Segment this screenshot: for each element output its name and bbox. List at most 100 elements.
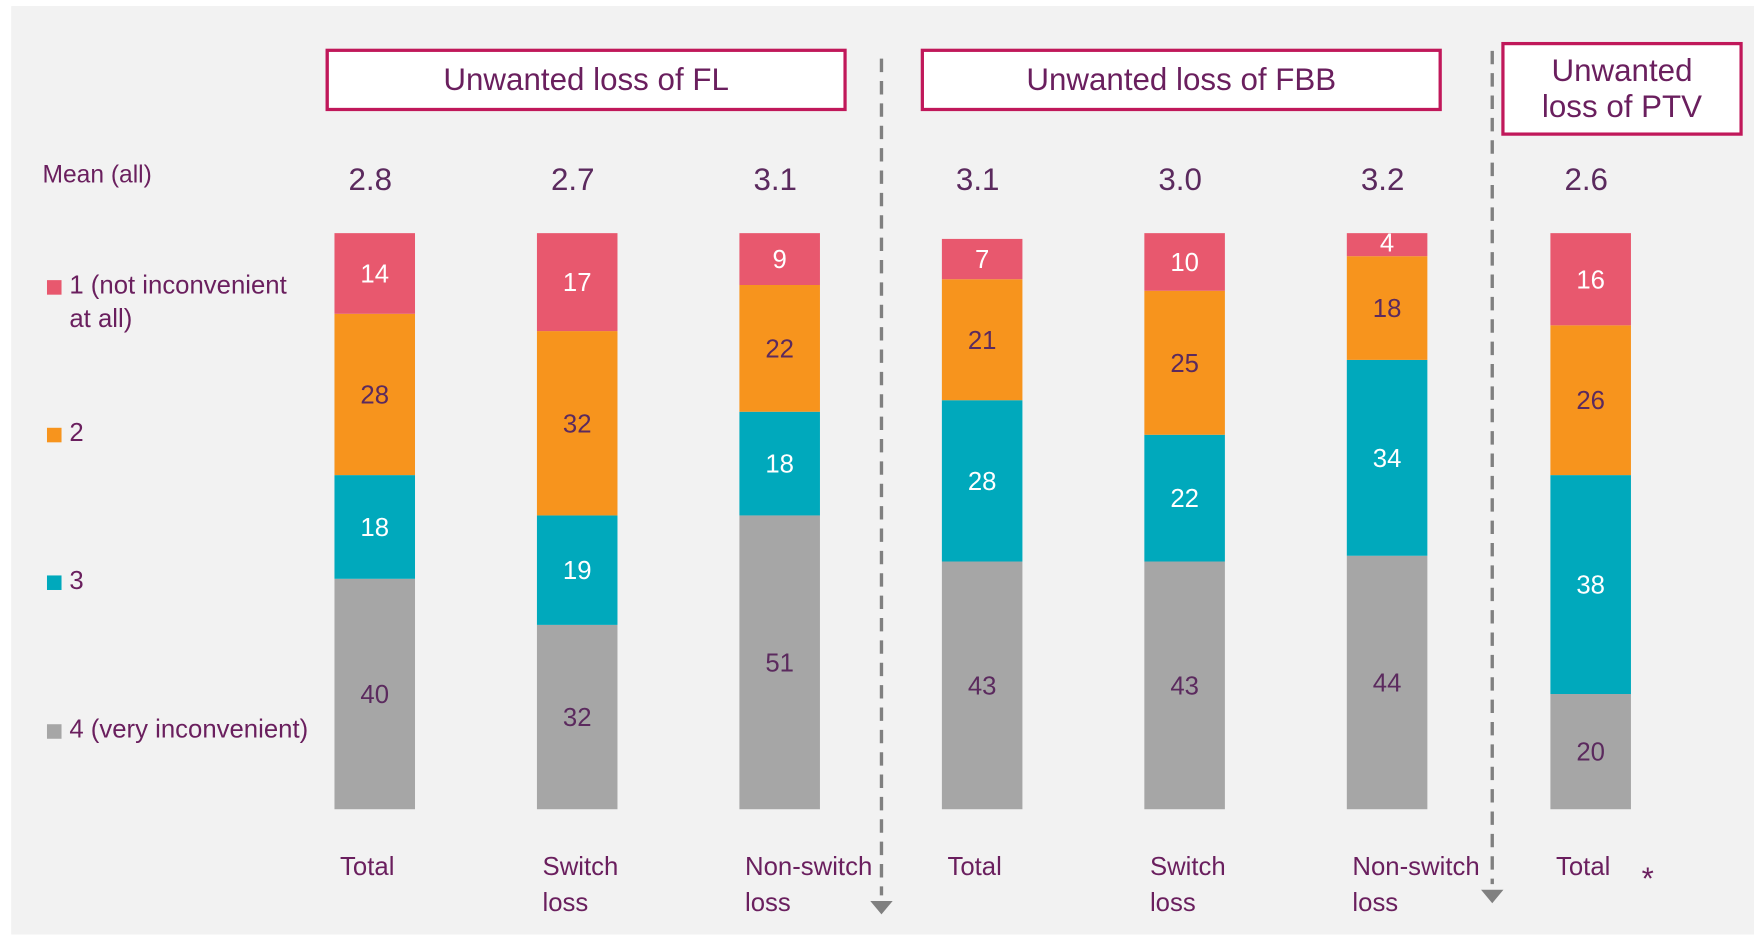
legend-label: 3 <box>69 565 84 595</box>
bar-segment <box>334 578 416 810</box>
bar-segment <box>334 313 416 476</box>
bar-segment <box>739 233 820 285</box>
data-label: 43 <box>1170 672 1199 700</box>
mean-value: 2.8 <box>348 162 392 197</box>
mean-value: 2.7 <box>551 162 595 197</box>
x-tick-label: Non-switch loss <box>1352 851 1480 917</box>
x-tick-label-box: Total <box>1556 851 1611 881</box>
divider-arrow <box>1481 889 1504 904</box>
group-header: Unwanted loss of PTV <box>1501 41 1743 136</box>
mean-value: 3.2 <box>1361 162 1405 197</box>
x-tick-label-box: Switch loss <box>1149 851 1226 917</box>
bar-segment <box>1346 256 1428 360</box>
group-header: Unwanted loss of FBB <box>920 48 1442 112</box>
bar-segment <box>1144 233 1225 291</box>
data-label: 40 <box>360 681 389 709</box>
x-tick-label: Total <box>947 851 1002 881</box>
data-label: 17 <box>563 269 592 297</box>
x-tick-label: Switch loss <box>542 851 619 917</box>
data-label: 4 <box>1380 229 1394 257</box>
bar-segment <box>1550 475 1631 695</box>
legend-swatch <box>46 427 62 443</box>
group-title: Unwanted loss of FL <box>325 48 847 112</box>
data-label: 9 <box>773 246 787 274</box>
data-label: 19 <box>563 557 592 585</box>
x-tick-label-box: Total <box>947 851 1002 881</box>
data-label: 14 <box>360 261 389 289</box>
x-tick-label-box: Non-switch loss <box>745 851 873 917</box>
x-tick-label: Non-switch loss <box>745 851 873 917</box>
legend-label: 1 (not inconvenient at all) <box>69 270 287 333</box>
bar-segment <box>536 331 618 516</box>
data-label: 43 <box>968 672 997 700</box>
bar-segment <box>739 284 820 412</box>
data-label: 44 <box>1373 670 1402 698</box>
bar-segment <box>536 233 618 332</box>
group-title: Unwanted loss of FBB <box>920 48 1442 112</box>
data-label: 28 <box>360 381 389 409</box>
bar-segment <box>1144 561 1225 810</box>
legend-label-box: 1 (not inconvenient at all) <box>69 270 287 333</box>
mean-value: 3.0 <box>1158 162 1202 197</box>
data-label: 28 <box>968 468 997 496</box>
data-label: 22 <box>765 335 794 363</box>
bar-segment <box>941 279 1023 401</box>
x-tick-label-box: Total <box>340 851 395 881</box>
data-label: 7 <box>975 246 989 274</box>
legend-label-box: 4 (very inconvenient) <box>69 714 309 744</box>
mean-value: 3.1 <box>753 162 797 197</box>
data-label: 32 <box>563 410 592 438</box>
data-label: 25 <box>1170 350 1199 378</box>
bar-segment <box>941 400 1023 562</box>
data-label: 22 <box>1170 485 1199 513</box>
data-label: 16 <box>1576 266 1605 294</box>
bar-segment <box>334 233 416 314</box>
note: * <box>1642 861 1654 896</box>
x-tick-label-box: Switch loss <box>542 851 619 917</box>
legend-label-box: 3 <box>69 565 84 595</box>
bar-segment <box>1346 233 1428 257</box>
x-tick-label: Total <box>1556 851 1611 881</box>
bar-segment <box>941 238 1023 280</box>
x-tick-label: Total <box>340 851 395 881</box>
bar-segment <box>334 475 416 579</box>
data-label: 18 <box>1373 295 1402 323</box>
data-label: 10 <box>1170 249 1199 277</box>
legend-label: 4 (very inconvenient) <box>69 714 309 744</box>
bar-segment <box>1550 325 1631 476</box>
bar-segment <box>739 515 820 810</box>
bar-segment <box>1144 290 1225 435</box>
legend-swatch <box>46 575 62 590</box>
bar-segment <box>536 624 618 810</box>
data-label: 34 <box>1373 445 1402 473</box>
bar-segment <box>941 561 1023 810</box>
legend-label: 2 <box>69 417 84 447</box>
legend-swatch <box>46 724 62 739</box>
data-label: 32 <box>563 704 592 732</box>
group-title: Unwanted loss of PTV <box>1501 41 1743 136</box>
mean-label: Mean (all) <box>43 162 152 189</box>
x-tick-label-box: Non-switch loss <box>1352 851 1480 917</box>
bar-segment <box>1346 359 1428 556</box>
x-tick-label: Switch loss <box>1149 851 1226 917</box>
bar-segment <box>1144 434 1225 562</box>
bar-segment <box>1550 694 1631 810</box>
bar-segment <box>1346 555 1428 810</box>
data-label: 18 <box>360 514 389 542</box>
data-label: 26 <box>1576 387 1605 415</box>
data-label: 38 <box>1576 572 1605 600</box>
legend-label-box: 2 <box>69 417 84 447</box>
bar-segment <box>536 515 618 625</box>
data-label: 18 <box>765 451 794 479</box>
data-label: 51 <box>765 649 794 677</box>
divider-arrow <box>870 900 893 915</box>
bar-segment <box>1550 233 1631 326</box>
legend-swatch <box>46 280 62 295</box>
mean-value: 3.1 <box>956 162 1000 197</box>
data-label: 21 <box>968 327 997 355</box>
bar-segment <box>739 411 820 516</box>
data-label: 20 <box>1576 739 1605 767</box>
mean-value: 2.6 <box>1564 162 1608 197</box>
